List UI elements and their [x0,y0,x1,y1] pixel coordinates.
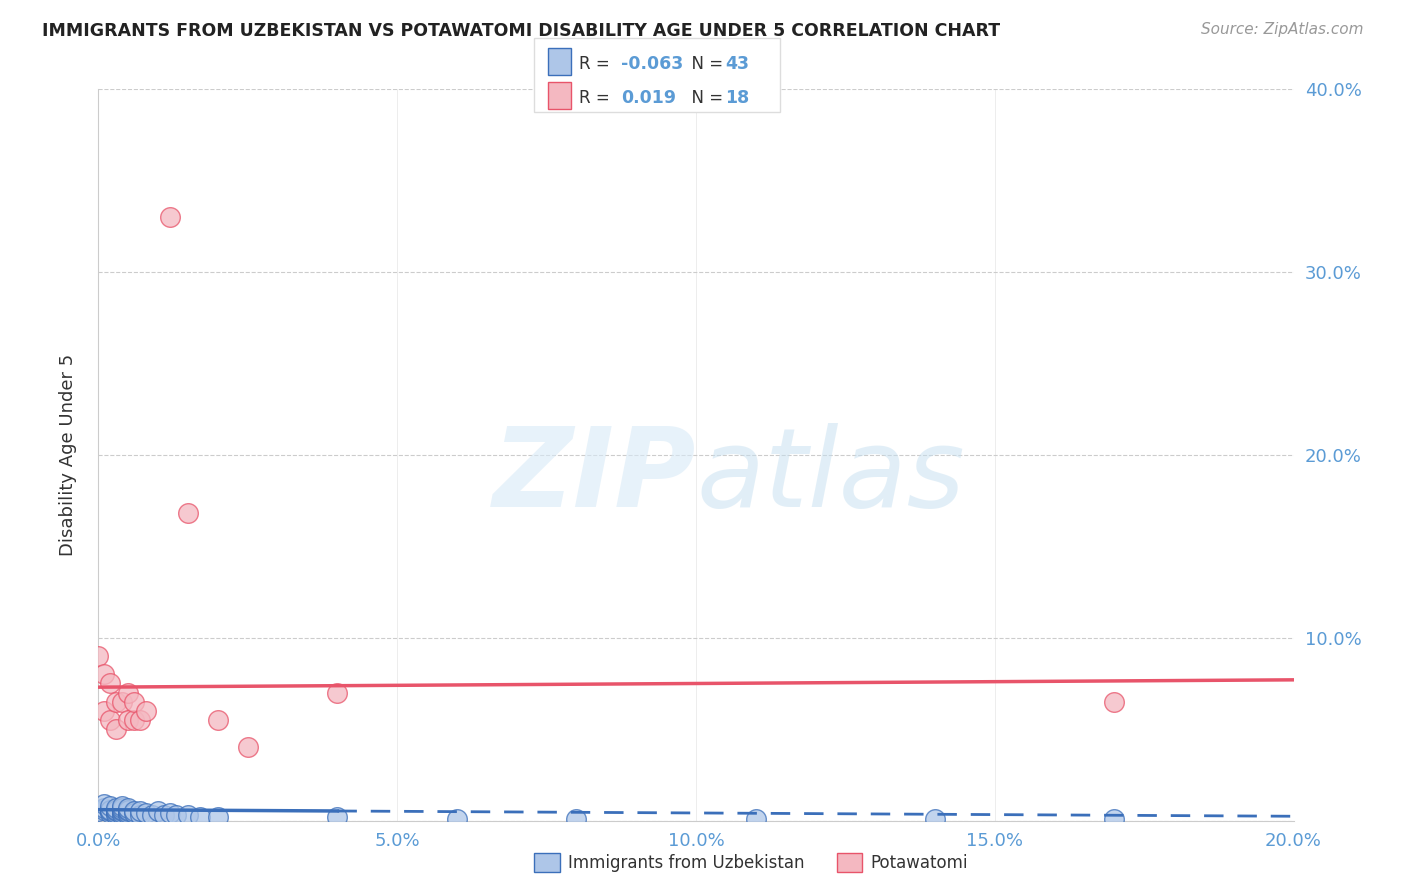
Point [129,713,152,727]
Point [117,803,139,817]
Point [177,507,200,521]
Point [117,686,139,700]
Point [188,810,211,824]
Text: 43: 43 [725,55,749,73]
Point [135,806,157,821]
Point [105,805,128,819]
Point [153,808,176,822]
Y-axis label: Disability Age Under 5: Disability Age Under 5 [59,354,77,556]
Point [326,686,349,700]
Text: N =: N = [681,89,728,107]
Point [98,799,122,814]
Text: atlas: atlas [696,424,965,531]
Point [236,740,259,755]
Point [135,704,157,718]
Point [105,695,128,709]
Point [1104,812,1126,826]
Point [98,803,122,817]
Point [129,808,152,822]
Point [129,805,152,819]
Point [165,808,187,822]
Point [111,803,134,817]
Point [105,806,128,821]
Point [105,808,128,822]
Text: 0.019: 0.019 [621,89,676,107]
Point [124,713,146,727]
Text: N =: N = [681,55,728,73]
Point [98,713,122,727]
Text: ZIP: ZIP [492,424,696,531]
Text: Source: ZipAtlas.com: Source: ZipAtlas.com [1201,22,1364,37]
Point [124,695,146,709]
Point [105,723,128,737]
Point [148,805,170,819]
Point [141,808,163,822]
Point [117,806,139,821]
Point [117,801,139,815]
Point [93,803,115,817]
Point [111,805,134,819]
Point [745,812,768,826]
Point [1104,695,1126,709]
Point [93,667,115,681]
Point [159,210,181,224]
Point [117,713,139,727]
Text: 18: 18 [725,89,749,107]
Point [87,805,110,819]
Point [124,806,146,821]
Point [105,801,128,815]
Point [565,812,588,826]
Point [105,803,128,817]
Text: IMMIGRANTS FROM UZBEKISTAN VS POTAWATOMI DISABILITY AGE UNDER 5 CORRELATION CHAR: IMMIGRANTS FROM UZBEKISTAN VS POTAWATOMI… [42,22,1000,40]
Point [87,649,110,664]
Point [207,713,229,727]
Point [207,810,229,824]
Point [98,806,122,821]
Point [177,808,200,822]
Point [924,812,946,826]
Point [111,801,134,815]
Point [124,805,146,819]
Point [98,676,122,690]
Point [111,799,134,814]
Point [111,806,134,821]
Point [93,704,115,718]
Point [326,810,349,824]
Point [111,695,134,709]
Text: Immigrants from Uzbekistan: Immigrants from Uzbekistan [568,855,804,872]
Point [117,805,139,819]
Point [117,808,139,822]
Text: R =: R = [579,55,616,73]
Text: Potawatomi: Potawatomi [870,855,967,872]
Text: -0.063: -0.063 [621,55,683,73]
Text: R =: R = [579,89,620,107]
Point [446,812,468,826]
Point [159,806,181,821]
Point [93,797,115,812]
Point [98,805,122,819]
Point [111,808,134,822]
Point [93,801,115,815]
